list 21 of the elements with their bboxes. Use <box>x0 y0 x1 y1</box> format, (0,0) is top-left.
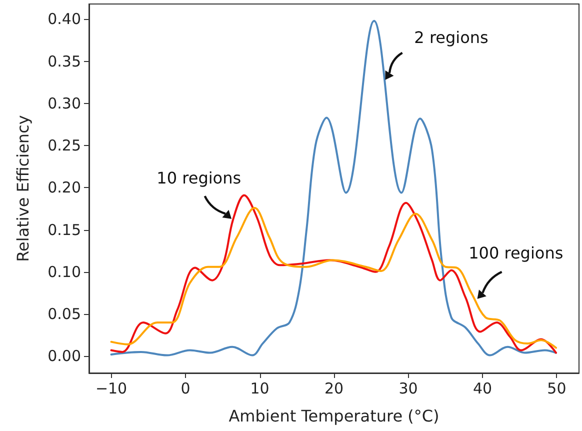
x-tick-label: −10 <box>95 380 128 398</box>
y-axis-title: Relative Efficiency <box>14 115 32 262</box>
y-tick-label: 0.20 <box>48 178 81 197</box>
x-tick-label: 0 <box>180 380 190 398</box>
text: 2 regions <box>414 28 488 47</box>
series-label: 10 regions <box>156 168 242 188</box>
y-tick-label: 0.05 <box>48 305 81 324</box>
y-tick-label: 0.25 <box>48 136 81 155</box>
y-tick-label: 0.40 <box>48 10 81 28</box>
x-tick-label: 20 <box>324 380 344 398</box>
series-label: 100 regions <box>468 243 564 262</box>
x-tick-label: 10 <box>250 380 270 398</box>
y-tick-label: 0.30 <box>48 94 81 112</box>
x-tick-label: 50 <box>547 380 566 398</box>
y-tick-label: 0.00 <box>48 347 81 366</box>
y-tick-label: 0.15 <box>48 220 81 239</box>
x-tick-label: 30 <box>398 380 418 398</box>
y-tick-label: 0.10 <box>48 262 81 281</box>
x-tick-label: 40 <box>472 380 492 398</box>
x-axis-title: Ambient Temperature (°C) <box>228 406 440 426</box>
y-tick-label: 0.35 <box>48 52 81 70</box>
